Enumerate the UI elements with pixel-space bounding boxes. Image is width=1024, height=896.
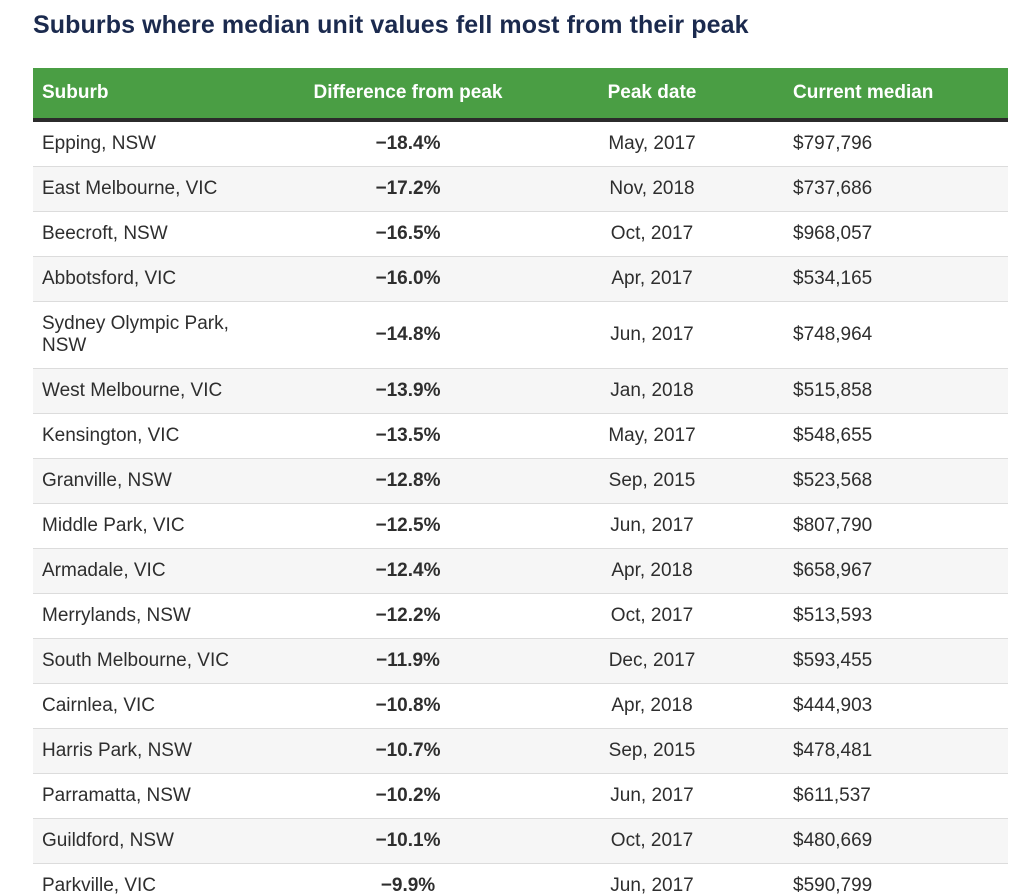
- cell-peak-date: Sep, 2015: [530, 458, 774, 504]
- cell-current-median: $658,967: [774, 548, 1008, 594]
- cell-difference-from-peak: −13.9%: [286, 368, 530, 414]
- cell-current-median: $480,669: [774, 818, 1008, 864]
- cell-current-median: $748,964: [774, 301, 1008, 369]
- column-header-difference-from-peak: Difference from peak: [286, 68, 530, 122]
- table-row: South Melbourne, VIC −11.9% Dec, 2017 $593,…: [33, 638, 1008, 684]
- cell-suburb: Armadale, VIC: [33, 548, 286, 594]
- cell-peak-date: Jun, 2017: [530, 301, 774, 369]
- cell-difference-from-peak: −12.8%: [286, 458, 530, 504]
- cell-difference-from-peak: −12.5%: [286, 503, 530, 549]
- table-row: Middle Park, VIC −12.5% Jun, 2017 $807,790: [33, 503, 1008, 549]
- cell-suburb: Merrylands, NSW: [33, 593, 286, 639]
- cell-current-median: $444,903: [774, 683, 1008, 729]
- table-header-row: Suburb Difference from peak Peak date Cu…: [33, 68, 1008, 122]
- cell-peak-date: Apr, 2018: [530, 548, 774, 594]
- cell-current-median: $534,165: [774, 256, 1008, 302]
- cell-difference-from-peak: −16.5%: [286, 211, 530, 257]
- cell-current-median: $807,790: [774, 503, 1008, 549]
- cell-suburb: Middle Park, VIC: [33, 503, 286, 549]
- cell-peak-date: Oct, 2017: [530, 593, 774, 639]
- cell-suburb: Cairnlea, VIC: [33, 683, 286, 729]
- cell-difference-from-peak: −12.2%: [286, 593, 530, 639]
- table-header: Suburb Difference from peak Peak date Cu…: [33, 68, 1008, 122]
- table-row: Parramatta, NSW −10.2% Jun, 2017 $611,537: [33, 773, 1008, 819]
- cell-peak-date: May, 2017: [530, 413, 774, 459]
- cell-current-median: $968,057: [774, 211, 1008, 257]
- table-row: Harris Park, NSW −10.7% Sep, 2015 $478,481: [33, 728, 1008, 774]
- table-row: Granville, NSW −12.8% Sep, 2015 $523,568: [33, 458, 1008, 504]
- cell-peak-date: May, 2017: [608, 133, 696, 154]
- cell-peak-date: Jan, 2018: [530, 368, 774, 414]
- cell-difference-from-peak: −17.2%: [286, 166, 530, 212]
- cell-difference-from-peak: −16.0%: [286, 256, 530, 302]
- cell-difference-from-peak: −13.5%: [286, 413, 530, 459]
- cell-difference-from-peak: −10.1%: [286, 818, 530, 864]
- cell-current-median: $523,568: [774, 458, 1008, 504]
- table-row: Cairnlea, VIC −10.8% Apr, 2018 $444,903: [33, 683, 1008, 729]
- cell-difference-from-peak: −18.4%: [375, 133, 441, 154]
- cell-difference-from-peak: −10.7%: [286, 728, 530, 774]
- table-row: Beecroft, NSW −16.5% Oct, 2017 $968,057: [33, 211, 1008, 257]
- table-row: Parkville, VIC −9.9% Jun, 2017 $590,799: [33, 863, 1008, 896]
- cell-peak-date: Oct, 2017: [530, 211, 774, 257]
- column-header-suburb: Suburb: [33, 68, 286, 122]
- table-row: Merrylands, NSW −12.2% Oct, 2017 $513,593: [33, 593, 1008, 639]
- cell-suburb: Kensington, VIC: [33, 413, 286, 459]
- cell-suburb: Beecroft, NSW: [33, 211, 286, 257]
- cell-suburb: Granville, NSW: [33, 458, 286, 504]
- table-row: Abbotsford, VIC −16.0% Apr, 2017 $534,165: [33, 256, 1008, 302]
- cell-suburb: Guildford, NSW: [33, 818, 286, 864]
- table-row: East Melbourne, VIC −17.2% Nov, 2018 $737,6…: [33, 166, 1008, 212]
- cell-current-median: $611,537: [774, 773, 1008, 819]
- cell-peak-date: Oct, 2017: [530, 818, 774, 864]
- cell-difference-from-peak: −9.9%: [286, 863, 530, 896]
- cell-current-median: $737,686: [774, 166, 1008, 212]
- cell-current-median: $478,481: [774, 728, 1008, 774]
- cell-suburb: Abbotsford, VIC: [33, 256, 286, 302]
- cell-suburb: East Melbourne, VIC: [33, 166, 286, 212]
- table-row: Epping, NSW −18.4% May, 2017 $797,796: [33, 120, 1008, 167]
- cell-peak-date: Nov, 2018: [530, 166, 774, 212]
- cell-suburb: Sydney Olympic Park, NSW: [33, 301, 286, 369]
- cell-current-median: $590,799: [774, 863, 1008, 896]
- table-row: West Melbourne, VIC −13.9% Jan, 2018 $515,8…: [33, 368, 1008, 414]
- table-row: Guildford, NSW −10.1% Oct, 2017 $480,669: [33, 818, 1008, 864]
- cell-peak-date: Jun, 2017: [530, 863, 774, 896]
- column-header-peak-date: Peak date: [530, 68, 774, 122]
- cell-difference-from-peak: −11.9%: [286, 638, 530, 684]
- cell-current-median: $593,455: [774, 638, 1008, 684]
- cell-suburb: Harris Park, NSW: [33, 728, 286, 774]
- cell-peak-date: Apr, 2018: [530, 683, 774, 729]
- suburbs-table: Suburb Difference from peak Peak date Cu…: [33, 68, 1008, 896]
- table-body: Epping, NSW −18.4% May, 2017 $797,796 East M…: [33, 120, 1008, 896]
- cell-current-median: $513,593: [774, 593, 1008, 639]
- cell-current-median: $797,796: [793, 133, 873, 154]
- table-row: Armadale, VIC −12.4% Apr, 2018 $658,967: [33, 548, 1008, 594]
- cell-peak-date: Jun, 2017: [530, 503, 774, 549]
- cell-suburb: South Melbourne, VIC: [33, 638, 286, 684]
- table-row: Sydney Olympic Park, NSW −14.8% Jun, 2017 $…: [33, 301, 1008, 369]
- cell-difference-from-peak: −14.8%: [286, 301, 530, 369]
- cell-suburb: Parramatta, NSW: [33, 773, 286, 819]
- cell-current-median: $548,655: [774, 413, 1008, 459]
- cell-difference-from-peak: −10.2%: [286, 773, 530, 819]
- cell-peak-date: Sep, 2015: [530, 728, 774, 774]
- page-title: Suburbs where median unit values fell mo…: [33, 11, 749, 39]
- cell-difference-from-peak: −10.8%: [286, 683, 530, 729]
- column-header-current-median: Current median: [774, 68, 1008, 122]
- cell-suburb: Epping, NSW: [42, 133, 157, 154]
- cell-peak-date: Dec, 2017: [530, 638, 774, 684]
- cell-current-median: $515,858: [774, 368, 1008, 414]
- cell-suburb: Parkville, VIC: [33, 863, 286, 896]
- table-row: Kensington, VIC −13.5% May, 2017 $548,655: [33, 413, 1008, 459]
- cell-peak-date: Apr, 2017: [530, 256, 774, 302]
- page: Suburbs where median unit values fell mo…: [0, 9, 1024, 896]
- cell-difference-from-peak: −12.4%: [286, 548, 530, 594]
- cell-suburb: West Melbourne, VIC: [33, 368, 286, 414]
- cell-peak-date: Jun, 2017: [530, 773, 774, 819]
